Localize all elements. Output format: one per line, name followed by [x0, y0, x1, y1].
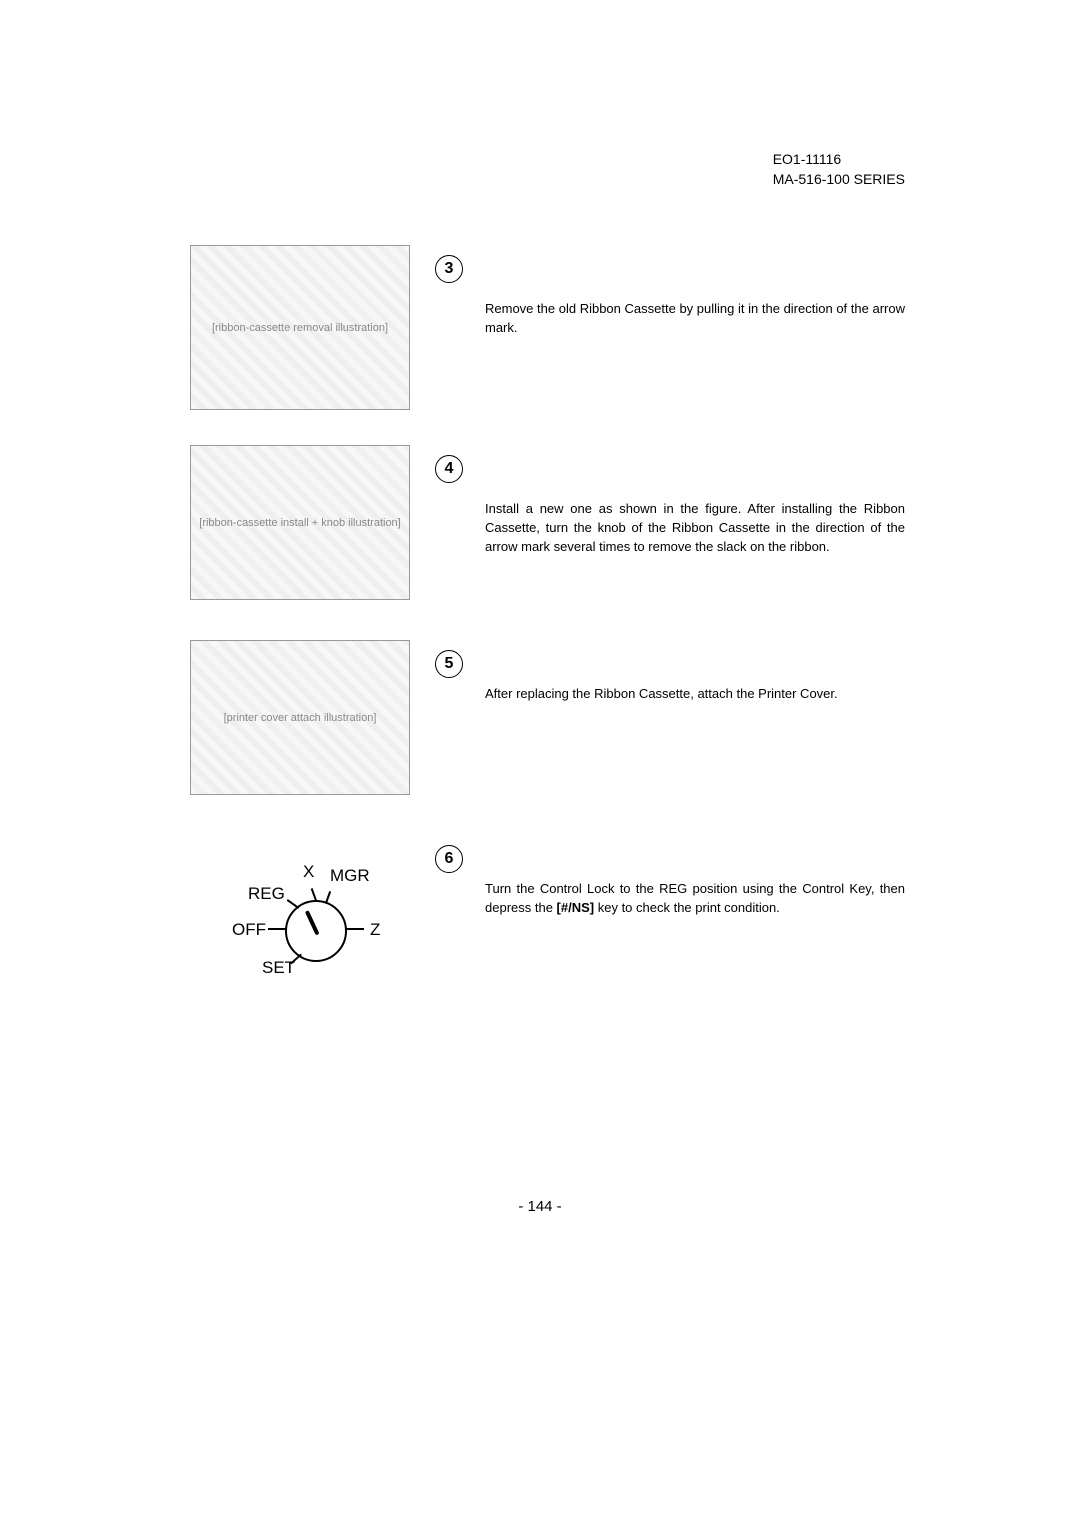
figure-3-label: [ribbon-cassette removal illustration]	[212, 322, 388, 334]
step-badge-6-num: 6	[445, 850, 454, 868]
dial-label-off: OFF	[232, 920, 266, 940]
dial-label-set: SET	[262, 958, 295, 978]
step-5-text: After replacing the Ribbon Cassette, att…	[485, 685, 905, 704]
header-line2: MA-516-100 SERIES	[773, 170, 905, 190]
step-6-text-after: key to check the print condition.	[594, 900, 780, 915]
step-badge-6: 6	[435, 845, 463, 873]
page-number: - 144 -	[0, 1198, 1080, 1215]
dial-label-mgr: MGR	[330, 866, 370, 886]
figure-5-label: [printer cover attach illustration]	[224, 712, 377, 724]
step-4-text: Install a new one as shown in the figure…	[485, 500, 905, 557]
figure-4: [ribbon-cassette install + knob illustra…	[190, 445, 410, 600]
header-line1: EO1-11116	[773, 150, 905, 170]
dial-tick	[268, 928, 286, 930]
step-5: [printer cover attach illustration] 5 Af…	[190, 640, 910, 795]
dial-label-reg: REG	[248, 884, 285, 904]
dial-label-x: X	[303, 862, 314, 882]
step-badge-3-num: 3	[445, 260, 454, 278]
step-6: X MGR REG OFF Z SET 6 Turn the Control L…	[190, 840, 910, 1020]
step-3-text: Remove the old Ribbon Cassette by pullin…	[485, 300, 905, 338]
dial-label-z: Z	[370, 920, 380, 940]
dial-tick	[346, 928, 364, 930]
step-badge-5: 5	[435, 650, 463, 678]
step-badge-3: 3	[435, 255, 463, 283]
step-6-text: Turn the Control Lock to the REG positio…	[485, 880, 905, 918]
control-lock-dial: X MGR REG OFF Z SET	[210, 840, 430, 1020]
doc-header: EO1-11116 MA-516-100 SERIES	[773, 150, 905, 189]
figure-5: [printer cover attach illustration]	[190, 640, 410, 795]
figure-3: [ribbon-cassette removal illustration]	[190, 245, 410, 410]
step-badge-4-num: 4	[445, 460, 454, 478]
step-4: [ribbon-cassette install + knob illustra…	[190, 445, 910, 600]
step-badge-5-num: 5	[445, 655, 454, 673]
figure-4-label: [ribbon-cassette install + knob illustra…	[199, 517, 400, 529]
dial-tick	[287, 899, 300, 909]
step-6-key: [#/NS]	[557, 900, 595, 915]
step-3: [ribbon-cassette removal illustration] 3…	[190, 245, 910, 410]
step-badge-4: 4	[435, 455, 463, 483]
